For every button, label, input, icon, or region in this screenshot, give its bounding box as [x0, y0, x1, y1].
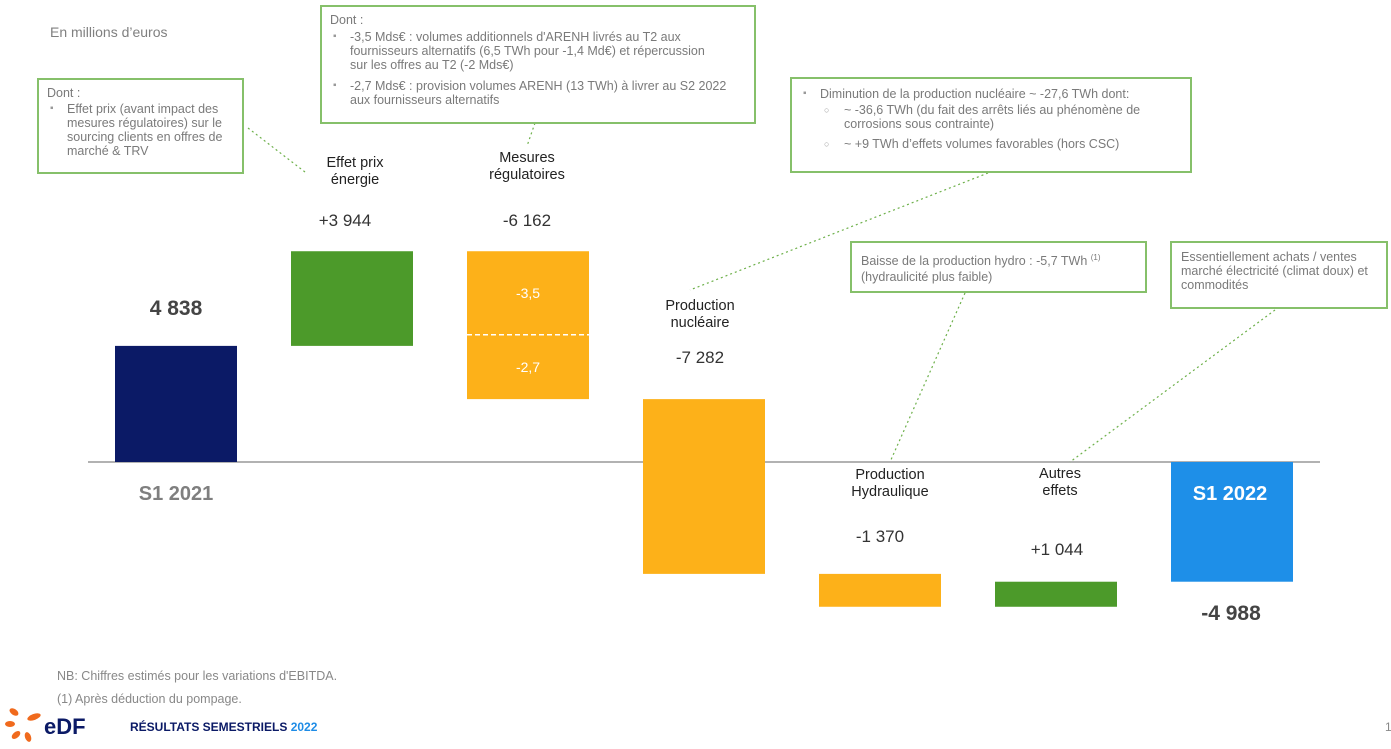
- category-label: S1 2022: [1193, 483, 1268, 505]
- callout-nuclear: Diminution de la production nucléaire ~ …: [790, 77, 1192, 173]
- category-label: Production: [665, 298, 734, 314]
- value-label: -1 370: [856, 527, 904, 546]
- callout-item: -3,5 Mds€ : volumes additionnels d'ARENH…: [330, 30, 746, 72]
- callout-regulatory: Dont : -3,5 Mds€ : volumes additionnels …: [320, 5, 756, 124]
- callout-other-effects: Essentiellement achats / ventes marché é…: [1170, 241, 1388, 309]
- bar-6: [995, 581, 1117, 607]
- category-label: énergie: [331, 172, 379, 188]
- callout-price-effect: Dont : Effet prix (avant impact des mesu…: [37, 78, 244, 174]
- category-label: Production: [855, 467, 924, 483]
- callout-connector: [1069, 309, 1276, 463]
- callout-connector: [247, 127, 306, 173]
- bar-1: [115, 345, 237, 462]
- unit-label: En millions d’euros: [50, 24, 168, 40]
- category-label: Hydraulique: [851, 484, 928, 500]
- category-label: nucléaire: [671, 315, 730, 331]
- callout-connector: [526, 122, 536, 147]
- footnote-nb: NB: Chiffres estimés pour les variations…: [57, 669, 338, 683]
- callout-title: Dont :: [330, 13, 364, 27]
- callout-connector: [689, 172, 989, 291]
- category-label: effets: [1042, 483, 1077, 499]
- edf-flower-icon: [5, 708, 41, 742]
- bar-3: [467, 251, 589, 400]
- segment-label: -3,5: [516, 285, 540, 301]
- callout-subitem: ~ -36,6 TWh (du fait des arrêts liés au …: [800, 103, 1182, 131]
- bar-4: [643, 399, 765, 574]
- value-label: +1 044: [1031, 540, 1083, 559]
- callout-text: (hydraulicité plus faible): [861, 270, 993, 285]
- page-number: 1: [1385, 720, 1391, 734]
- bar-2: [291, 251, 413, 346]
- segment-label: -2,7: [516, 359, 540, 375]
- category-label: Mesures: [499, 150, 555, 166]
- svg-text:eDF: eDF: [44, 714, 86, 739]
- edf-logo: eDF: [4, 704, 96, 749]
- callout-item: Diminution de la production nucléaire ~ …: [800, 87, 1182, 101]
- bar-5: [819, 573, 941, 607]
- callout-hydro: Baisse de la production hydro : -5,7 TWh…: [850, 241, 1147, 293]
- category-label: régulatoires: [489, 167, 565, 183]
- footer-title: RÉSULTATS SEMESTRIELS 2022: [130, 720, 317, 734]
- footnote-ref: (1): [1090, 253, 1101, 262]
- value-label: -6 162: [503, 211, 551, 230]
- callout-connector: [889, 292, 966, 463]
- value-label: +3 944: [319, 211, 371, 230]
- value-label: -4 988: [1201, 602, 1261, 625]
- category-label: Effet prix: [327, 155, 385, 171]
- callout-text: Baisse de la production hydro : -5,7 TWh: [861, 254, 1088, 269]
- category-label: S1 2021: [139, 483, 214, 505]
- category-label: Autres: [1039, 466, 1081, 482]
- callout-subitem: ~ +9 TWh d’effets volumes favorables (ho…: [800, 137, 1182, 151]
- value-label: -7 282: [676, 348, 724, 367]
- footer-year: 2022: [290, 720, 318, 734]
- callout-item: -2,7 Mds€ : provision volumes ARENH (13 …: [330, 79, 746, 107]
- value-label: 4 838: [150, 297, 203, 320]
- callout-item: Effet prix (avant impact des mesures rég…: [47, 102, 234, 158]
- bar-7: [1171, 462, 1293, 582]
- callout-title: Dont :: [47, 86, 81, 100]
- callout-text: Essentiellement achats / ventes marché é…: [1181, 250, 1368, 292]
- footnote-1: (1) Après déduction du pompage.: [57, 692, 242, 706]
- footer-title-text: RÉSULTATS SEMESTRIELS: [130, 720, 288, 734]
